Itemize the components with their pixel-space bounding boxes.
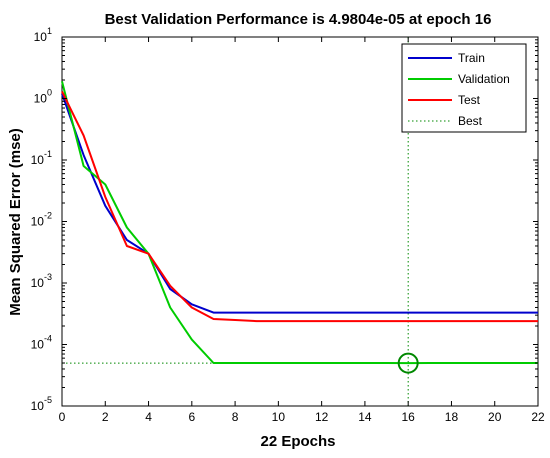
x-tick-label: 10 xyxy=(272,410,286,424)
chart-title: Best Validation Performance is 4.9804e-0… xyxy=(105,11,492,28)
x-tick-label: 6 xyxy=(188,410,195,424)
x-axis-label: 22 Epochs xyxy=(260,433,335,450)
x-tick-label: 16 xyxy=(402,410,416,424)
y-tick-label: 10-1 xyxy=(31,149,52,167)
series-layer xyxy=(61,81,538,365)
y-tick-label: 10-3 xyxy=(31,272,52,290)
legend-label-train: Train xyxy=(458,51,485,65)
x-tick-label: 8 xyxy=(232,410,239,424)
y-axis-label: Mean Squared Error (mse) xyxy=(7,128,24,316)
legend-label-test: Test xyxy=(458,93,481,107)
y-tick-label: 100 xyxy=(34,88,52,106)
series-line-validation xyxy=(61,81,538,365)
x-tick-label: 12 xyxy=(315,410,329,424)
legend-label-best: Best xyxy=(458,114,483,128)
legend: Train Validation Test Best xyxy=(401,43,527,133)
x-tick-label: 2 xyxy=(102,410,109,424)
best-marker-layer xyxy=(397,352,419,374)
best-marker xyxy=(397,352,419,374)
x-tick-label: 4 xyxy=(145,410,152,424)
y-tick-label: 101 xyxy=(34,26,52,44)
y-tick-label: 10-5 xyxy=(31,395,52,413)
axes-layer: 0 2 4 6 8 10 12 14 16 18 20 22 101 100 10-1 10-2 10-3 10-… xyxy=(31,26,545,424)
x-tick-label: 0 xyxy=(59,410,66,424)
legend-label-validation: Validation xyxy=(458,72,510,86)
x-tick-label: 20 xyxy=(488,410,502,424)
y-tick-label: 10-2 xyxy=(31,211,52,229)
series-line-test xyxy=(61,91,538,323)
x-tick-label: 22 xyxy=(531,410,545,424)
series-line-train xyxy=(61,93,538,314)
x-tick-label: 14 xyxy=(358,410,372,424)
y-tick-label: 10-4 xyxy=(31,334,52,352)
x-tick-label: 18 xyxy=(445,410,459,424)
